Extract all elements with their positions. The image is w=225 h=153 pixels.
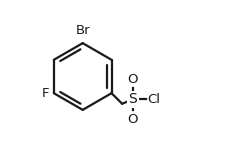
Text: Cl: Cl: [146, 93, 160, 106]
Text: O: O: [127, 113, 137, 126]
Text: Br: Br: [75, 24, 90, 37]
Text: S: S: [128, 92, 137, 106]
Text: F: F: [42, 87, 49, 100]
Text: O: O: [127, 73, 137, 86]
